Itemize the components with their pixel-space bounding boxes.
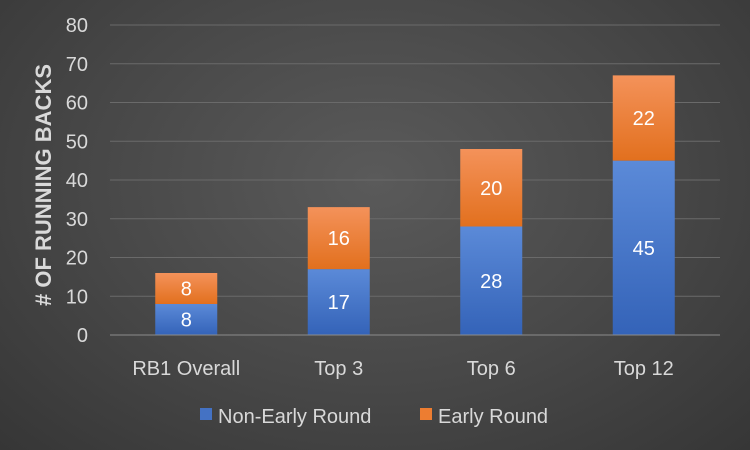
- legend-swatch: [200, 408, 212, 420]
- data-label: 22: [633, 108, 655, 130]
- bar-segment: [307, 269, 370, 335]
- legend-swatch: [420, 408, 432, 420]
- bar-segment: [155, 304, 218, 335]
- bar-segment: [612, 160, 675, 335]
- y-tick-label: 30: [66, 209, 88, 231]
- legend-label: Non-Early Round: [218, 406, 371, 428]
- y-tick-label: 10: [66, 286, 88, 308]
- gridlines: [110, 24, 720, 297]
- data-label: 8: [181, 279, 192, 301]
- legend: Non-Early Round Early Round: [200, 406, 548, 428]
- y-tick-label: 80: [66, 15, 88, 37]
- bar-segment: [612, 75, 675, 161]
- bar-segment: [155, 273, 218, 304]
- x-tick-label: RB1 Overall: [132, 358, 240, 380]
- x-tick-label: Top 3: [314, 358, 363, 380]
- legend-label: Early Round: [438, 406, 548, 428]
- bar-segment: [460, 149, 523, 227]
- y-tick-label: 20: [66, 248, 88, 270]
- y-tick-label: 60: [66, 93, 88, 115]
- data-label: 20: [480, 178, 502, 200]
- data-label: 16: [328, 228, 350, 250]
- data-label: 45: [633, 238, 655, 260]
- bar-segment: [307, 207, 370, 270]
- y-tick-label: 0: [77, 325, 88, 347]
- x-tick-label: Top 6: [467, 358, 516, 380]
- y-tick-label: 70: [66, 54, 88, 76]
- data-label: 28: [480, 271, 502, 293]
- data-label: 17: [328, 292, 350, 314]
- y-axis-label: # OF RUNNING BACKS: [31, 64, 56, 306]
- data-label: 8: [181, 310, 192, 332]
- bars: 8 8 17 16 28 20 45 22: [155, 75, 675, 335]
- x-axis-ticks: RB1 Overall Top 3 Top 6 Top 12: [132, 358, 673, 380]
- y-tick-label: 40: [66, 170, 88, 192]
- bar-segment: [460, 226, 523, 335]
- y-axis-ticks: 0 10 20 30 40 50 60 70 80: [66, 15, 88, 347]
- x-tick-label: Top 12: [614, 358, 674, 380]
- y-tick-label: 50: [66, 131, 88, 153]
